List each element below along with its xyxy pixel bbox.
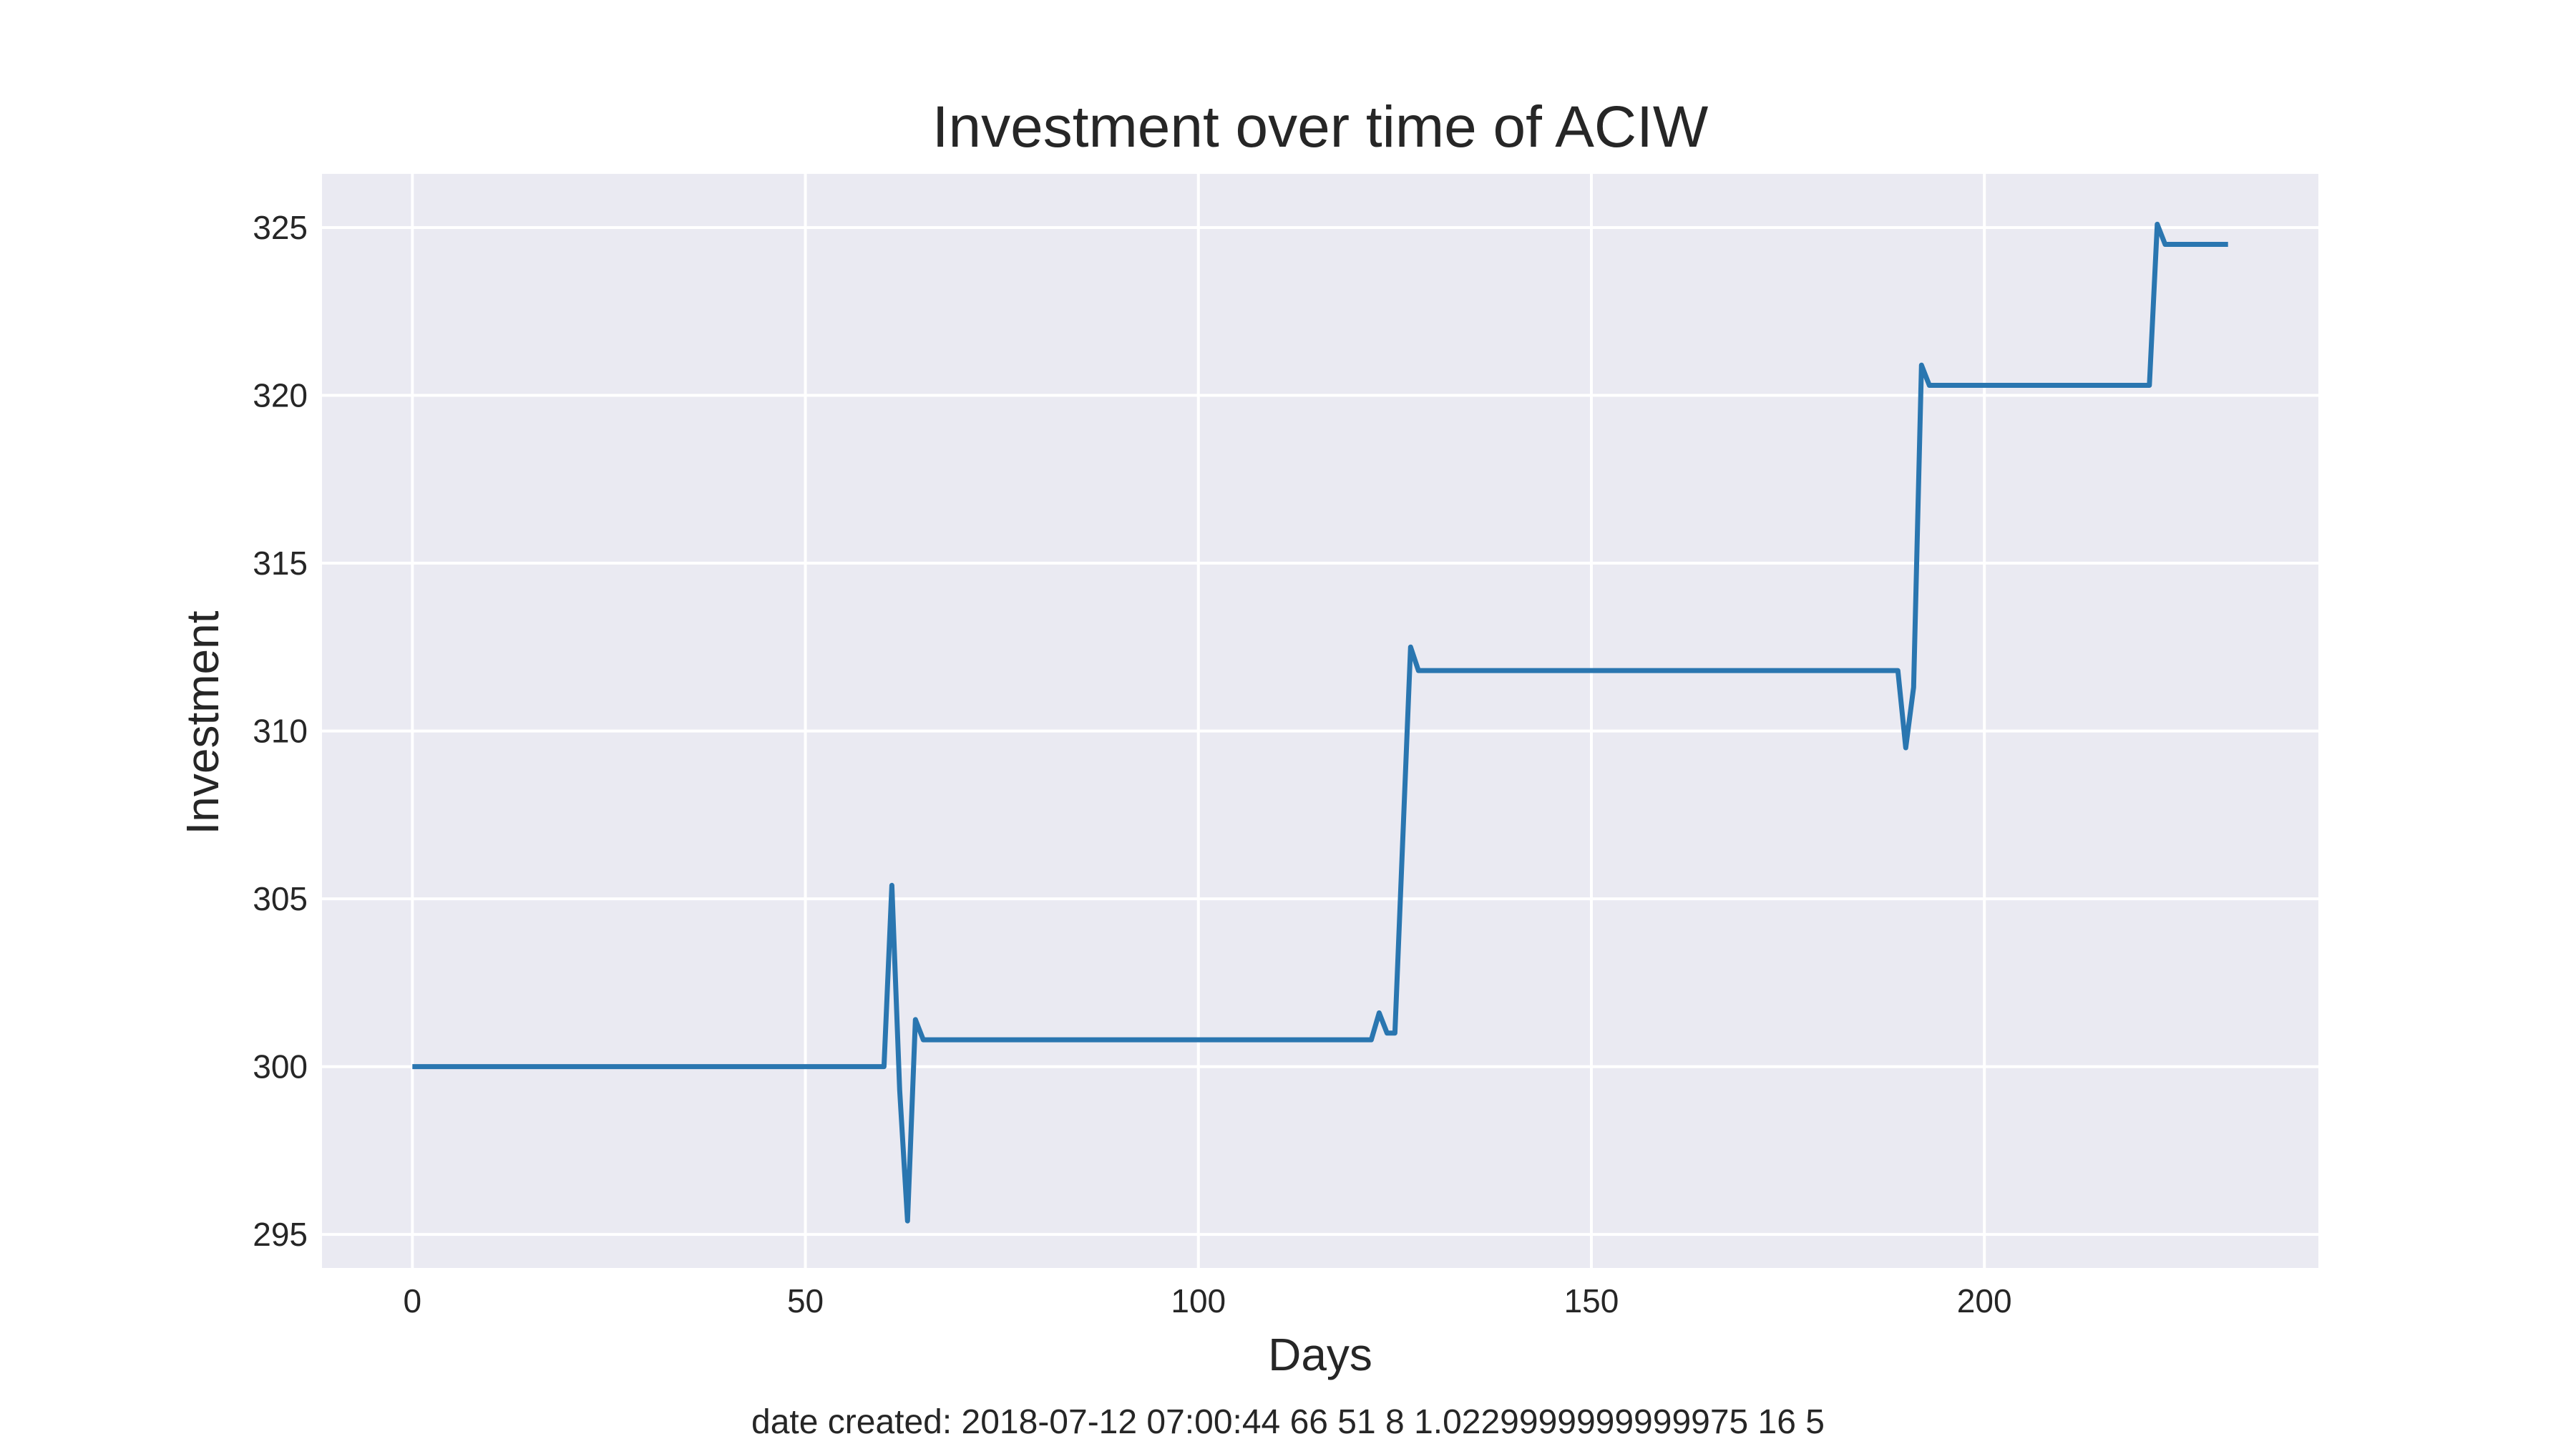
y-tick-labels: 295 300 305 310 315 320 325: [253, 209, 308, 1253]
x-axis-label: Days: [1268, 1329, 1372, 1380]
y-tick-label: 305: [253, 880, 308, 917]
plot-area: [322, 174, 2318, 1268]
y-tick-label: 310: [253, 713, 308, 750]
y-tick-label: 300: [253, 1048, 308, 1085]
x-tick-label: 100: [1171, 1282, 1226, 1319]
y-tick-label: 325: [253, 209, 308, 246]
x-tick-label: 200: [1957, 1282, 2012, 1319]
chart-title: Investment over time of ACIW: [932, 94, 1709, 160]
y-tick-label: 295: [253, 1216, 308, 1253]
x-tick-label: 150: [1564, 1282, 1619, 1319]
grid-lines: [322, 174, 2318, 1268]
y-tick-label: 320: [253, 377, 308, 414]
date-created-caption: date created: 2018-07-12 07:00:44 66 51 …: [751, 1403, 1825, 1441]
x-tick-label: 50: [787, 1282, 824, 1319]
y-axis-label: Investment: [177, 610, 228, 834]
x-tick-labels: 0 50 100 150 200: [404, 1282, 2012, 1319]
investment-series-line: [412, 221, 2228, 1224]
series-layer: [412, 221, 2228, 1224]
y-tick-label: 315: [253, 545, 308, 582]
x-tick-label: 0: [404, 1282, 422, 1319]
